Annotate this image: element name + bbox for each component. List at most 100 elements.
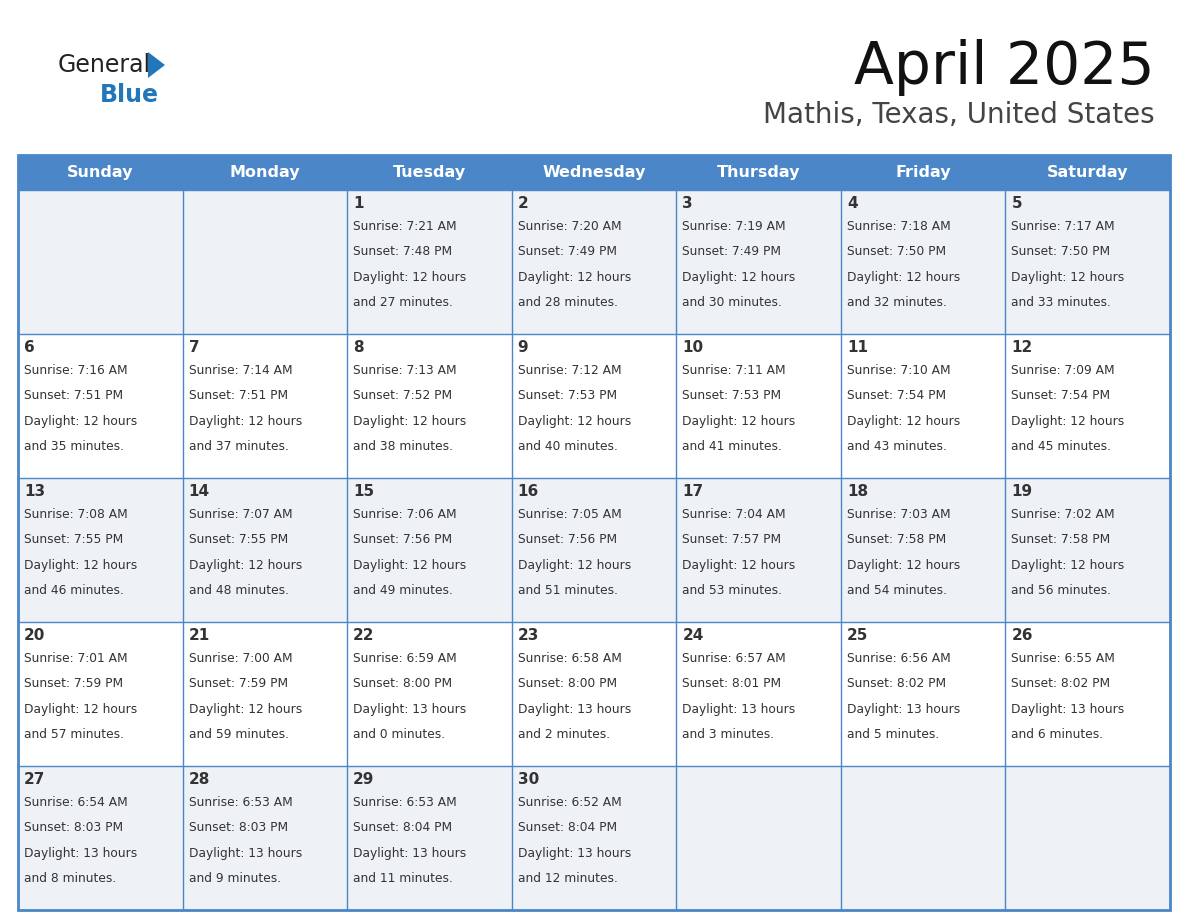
Text: Sunset: 7:50 PM: Sunset: 7:50 PM [1011,245,1111,258]
Text: Sunset: 7:58 PM: Sunset: 7:58 PM [847,533,946,546]
Text: and 45 minutes.: and 45 minutes. [1011,440,1112,453]
Text: 29: 29 [353,773,374,788]
Text: 19: 19 [1011,485,1032,499]
Text: 15: 15 [353,485,374,499]
Text: Sunrise: 7:07 AM: Sunrise: 7:07 AM [189,508,292,521]
Text: Daylight: 12 hours: Daylight: 12 hours [189,702,302,716]
Text: Sunrise: 7:09 AM: Sunrise: 7:09 AM [1011,364,1116,377]
Text: and 57 minutes.: and 57 minutes. [24,728,124,741]
Text: Sunrise: 7:20 AM: Sunrise: 7:20 AM [518,220,621,233]
Text: and 51 minutes.: and 51 minutes. [518,584,618,597]
Text: Daylight: 13 hours: Daylight: 13 hours [847,702,960,716]
Text: 21: 21 [189,629,210,644]
Bar [18,622,1170,766]
Text: and 0 minutes.: and 0 minutes. [353,728,446,741]
Text: Sunrise: 7:02 AM: Sunrise: 7:02 AM [1011,508,1116,521]
Text: Sunrise: 7:00 AM: Sunrise: 7:00 AM [189,652,292,665]
Text: Sunrise: 7:14 AM: Sunrise: 7:14 AM [189,364,292,377]
Text: Daylight: 12 hours: Daylight: 12 hours [353,271,467,284]
Text: Daylight: 12 hours: Daylight: 12 hours [1011,415,1125,428]
Text: Sunrise: 6:52 AM: Sunrise: 6:52 AM [518,796,621,809]
Text: and 48 minutes.: and 48 minutes. [189,584,289,597]
Text: Saturday: Saturday [1047,165,1129,180]
Text: 27: 27 [24,773,45,788]
Bar [18,766,1170,910]
Text: and 35 minutes.: and 35 minutes. [24,440,124,453]
Text: Sunrise: 7:21 AM: Sunrise: 7:21 AM [353,220,456,233]
Text: and 6 minutes.: and 6 minutes. [1011,728,1104,741]
Text: Daylight: 12 hours: Daylight: 12 hours [1011,271,1125,284]
Text: 24: 24 [682,629,703,644]
Text: Sunset: 7:59 PM: Sunset: 7:59 PM [189,677,287,690]
Text: Sunrise: 6:53 AM: Sunrise: 6:53 AM [189,796,292,809]
Text: Daylight: 13 hours: Daylight: 13 hours [189,846,302,859]
Text: Sunset: 7:50 PM: Sunset: 7:50 PM [847,245,946,258]
Text: Sunset: 7:49 PM: Sunset: 7:49 PM [682,245,782,258]
Text: and 30 minutes.: and 30 minutes. [682,296,782,309]
Text: Daylight: 13 hours: Daylight: 13 hours [353,702,467,716]
Text: and 11 minutes.: and 11 minutes. [353,872,453,885]
Text: Daylight: 12 hours: Daylight: 12 hours [24,559,138,572]
Text: and 40 minutes.: and 40 minutes. [518,440,618,453]
Text: Daylight: 12 hours: Daylight: 12 hours [518,559,631,572]
Bar [18,155,1170,190]
Text: and 37 minutes.: and 37 minutes. [189,440,289,453]
Text: 26: 26 [1011,629,1032,644]
Text: Sunrise: 6:53 AM: Sunrise: 6:53 AM [353,796,457,809]
Text: Sunset: 8:04 PM: Sunset: 8:04 PM [353,822,453,834]
Text: General: General [58,53,151,77]
Text: Daylight: 13 hours: Daylight: 13 hours [682,702,796,716]
Text: Daylight: 12 hours: Daylight: 12 hours [682,559,796,572]
Text: Sunrise: 6:57 AM: Sunrise: 6:57 AM [682,652,786,665]
Text: and 32 minutes.: and 32 minutes. [847,296,947,309]
Text: Sunset: 7:55 PM: Sunset: 7:55 PM [189,533,287,546]
Text: Sunset: 7:54 PM: Sunset: 7:54 PM [1011,389,1111,402]
Text: Sunrise: 6:58 AM: Sunrise: 6:58 AM [518,652,621,665]
Text: 11: 11 [847,341,868,355]
Bar [18,190,1170,334]
Text: 8: 8 [353,341,364,355]
Text: Friday: Friday [896,165,950,180]
Text: Mathis, Texas, United States: Mathis, Texas, United States [764,101,1155,129]
Text: and 54 minutes.: and 54 minutes. [847,584,947,597]
Text: Sunset: 7:57 PM: Sunset: 7:57 PM [682,533,782,546]
Text: 9: 9 [518,341,529,355]
Text: and 41 minutes.: and 41 minutes. [682,440,782,453]
Text: Daylight: 13 hours: Daylight: 13 hours [353,846,467,859]
Text: Sunset: 8:02 PM: Sunset: 8:02 PM [1011,677,1111,690]
Text: Daylight: 12 hours: Daylight: 12 hours [353,415,467,428]
Text: and 59 minutes.: and 59 minutes. [189,728,289,741]
Text: Daylight: 13 hours: Daylight: 13 hours [1011,702,1125,716]
Text: Sunset: 8:03 PM: Sunset: 8:03 PM [189,822,287,834]
Text: 10: 10 [682,341,703,355]
Text: Thursday: Thursday [716,165,801,180]
Text: Sunset: 7:53 PM: Sunset: 7:53 PM [518,389,617,402]
Text: Daylight: 12 hours: Daylight: 12 hours [847,271,960,284]
Text: Daylight: 12 hours: Daylight: 12 hours [189,559,302,572]
Text: 20: 20 [24,629,45,644]
Text: Sunset: 7:56 PM: Sunset: 7:56 PM [518,533,617,546]
Text: Sunset: 7:58 PM: Sunset: 7:58 PM [1011,533,1111,546]
Text: Daylight: 13 hours: Daylight: 13 hours [24,846,138,859]
Text: and 38 minutes.: and 38 minutes. [353,440,453,453]
Text: 28: 28 [189,773,210,788]
Text: Sunrise: 7:12 AM: Sunrise: 7:12 AM [518,364,621,377]
Text: 12: 12 [1011,341,1032,355]
Text: and 33 minutes.: and 33 minutes. [1011,296,1111,309]
Text: Monday: Monday [229,165,301,180]
Text: Daylight: 12 hours: Daylight: 12 hours [1011,559,1125,572]
Text: 2: 2 [518,196,529,211]
Text: Daylight: 12 hours: Daylight: 12 hours [682,415,796,428]
Text: and 27 minutes.: and 27 minutes. [353,296,453,309]
Text: Sunrise: 7:18 AM: Sunrise: 7:18 AM [847,220,950,233]
Text: 18: 18 [847,485,868,499]
Text: and 3 minutes.: and 3 minutes. [682,728,775,741]
Text: Sunset: 8:01 PM: Sunset: 8:01 PM [682,677,782,690]
Text: Sunrise: 7:06 AM: Sunrise: 7:06 AM [353,508,456,521]
Text: Sunrise: 6:56 AM: Sunrise: 6:56 AM [847,652,950,665]
Text: Sunset: 8:00 PM: Sunset: 8:00 PM [353,677,453,690]
Text: Daylight: 12 hours: Daylight: 12 hours [24,415,138,428]
Text: and 5 minutes.: and 5 minutes. [847,728,939,741]
Text: Sunrise: 7:01 AM: Sunrise: 7:01 AM [24,652,127,665]
Text: Sunrise: 7:17 AM: Sunrise: 7:17 AM [1011,220,1116,233]
